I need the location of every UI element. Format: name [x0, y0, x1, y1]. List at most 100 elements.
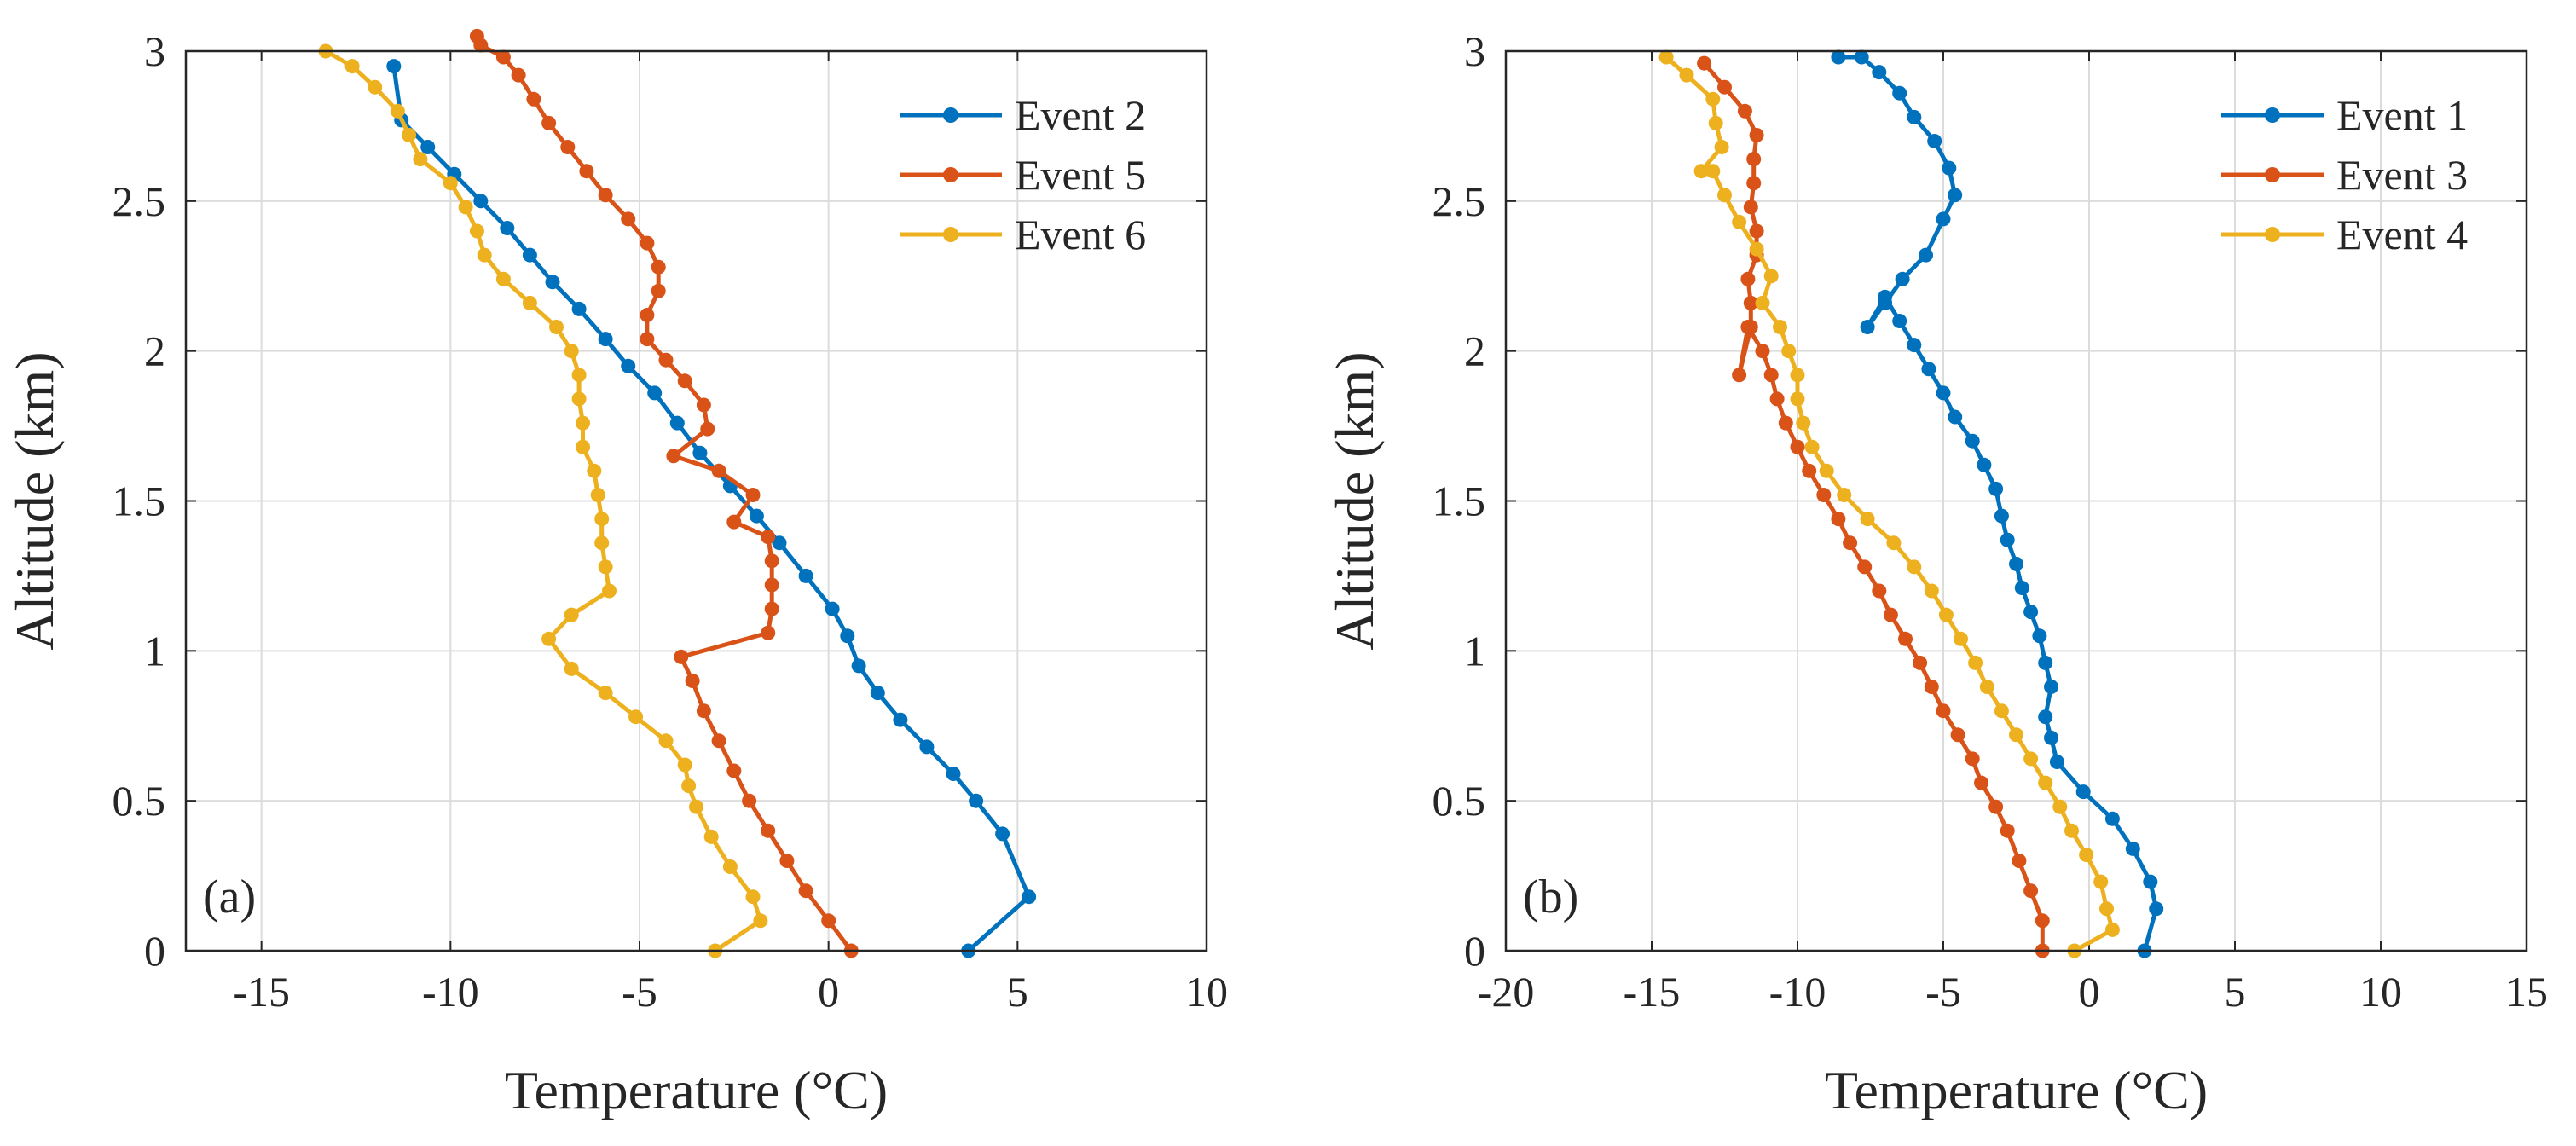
- data-point: [1746, 152, 1762, 167]
- data-point: [677, 757, 692, 773]
- data-point: [473, 194, 489, 209]
- data-point: [2038, 775, 2053, 790]
- data-point: [469, 223, 484, 239]
- panel-label: (b): [1523, 871, 1578, 923]
- y-tick-label: 0: [1464, 927, 1485, 975]
- data-point: [640, 332, 655, 347]
- x-tick-label: -10: [1769, 968, 1826, 1016]
- data-point: [1938, 607, 1954, 622]
- x-tick-label: 5: [1007, 968, 1028, 1016]
- data-point: [1737, 103, 1752, 119]
- data-point: [587, 463, 602, 478]
- data-point: [1790, 439, 1805, 454]
- data-point: [2149, 901, 2164, 917]
- data-point: [761, 823, 776, 838]
- data-point: [772, 535, 787, 551]
- data-point: [571, 301, 587, 316]
- data-point: [969, 793, 984, 808]
- data-point: [2075, 784, 2091, 800]
- legend-label: Event 5: [1015, 151, 1146, 199]
- data-point: [1022, 889, 1037, 905]
- data-point: [386, 59, 402, 74]
- data-point: [1913, 655, 1928, 670]
- data-point: [420, 140, 436, 154]
- data-point: [2052, 799, 2068, 814]
- data-point: [764, 577, 779, 593]
- data-point: [2023, 883, 2039, 899]
- data-point: [1717, 188, 1732, 203]
- data-point: [402, 128, 417, 142]
- data-point: [2014, 581, 2029, 595]
- series-event-5: [469, 28, 859, 958]
- legend-marker: [943, 167, 958, 182]
- data-point: [1749, 223, 1764, 239]
- data-point: [2143, 874, 2158, 889]
- data-point: [2009, 727, 2023, 743]
- data-point: [1886, 535, 1902, 551]
- y-tick-label: 1: [144, 627, 165, 674]
- data-point: [413, 152, 428, 167]
- data-point: [1907, 338, 1922, 353]
- data-point: [1948, 188, 1963, 203]
- data-point: [1924, 583, 1939, 599]
- data-point: [1994, 703, 2009, 719]
- data-point: [1936, 703, 1951, 719]
- chart-panel-2: -20 -15 -10 -5 0 5 10 15 0 0.5 1 1.5 2 2.5 3 Temperatur…: [1324, 27, 2548, 1120]
- x-tick-label: -15: [233, 968, 290, 1016]
- data-point: [2099, 901, 2114, 917]
- data-point: [681, 778, 697, 794]
- data-point: [1843, 535, 1858, 551]
- data-point: [711, 733, 726, 749]
- data-point: [560, 140, 576, 154]
- data-point: [1658, 49, 1674, 65]
- data-point: [1977, 457, 1992, 472]
- legend-label: Event 3: [2336, 151, 2468, 199]
- data-point: [821, 913, 836, 929]
- data-point: [1974, 775, 1988, 790]
- data-point: [458, 200, 473, 215]
- data-point: [1714, 140, 1729, 154]
- data-point: [1968, 655, 1983, 670]
- data-point: [1679, 67, 1694, 83]
- x-tick-label: 0: [2079, 968, 2100, 1016]
- legend-marker: [2265, 107, 2280, 123]
- axes-box: [1504, 49, 2528, 952]
- data-point: [1942, 160, 1957, 176]
- data-point: [1883, 607, 1898, 622]
- data-point: [1924, 680, 1939, 694]
- data-point: [726, 763, 742, 778]
- y-tick-label: 0.5: [1433, 777, 1486, 825]
- data-point: [1831, 512, 1846, 527]
- data-point: [1988, 799, 2004, 814]
- y-tick-label: 0: [144, 927, 165, 975]
- data-point: [893, 712, 908, 727]
- data-point: [1705, 91, 1721, 107]
- x-tick-label: 0: [818, 968, 839, 1016]
- panel-label: (a): [203, 871, 256, 923]
- legend-marker: [943, 227, 958, 242]
- data-point: [764, 553, 779, 569]
- data-point: [1732, 214, 1747, 229]
- data-point: [1994, 508, 2009, 524]
- data-point: [764, 601, 779, 616]
- data-point: [2049, 755, 2064, 769]
- data-point: [590, 488, 605, 502]
- chart-panel-1: -15 -10 -5 0 5 10 0 0.5 1 1.5 2 2.5 3 Temperature (°C…: [4, 27, 1228, 1120]
- data-point: [640, 308, 655, 322]
- data-point: [825, 601, 840, 616]
- data-point: [1749, 128, 1764, 142]
- data-point: [761, 530, 776, 545]
- data-point: [2023, 605, 2039, 620]
- data-point: [594, 512, 610, 527]
- data-point: [522, 295, 537, 310]
- data-point: [1705, 164, 1721, 179]
- data-point: [2035, 913, 2050, 929]
- data-point: [579, 164, 594, 179]
- data-point: [1781, 344, 1797, 359]
- y-axis-title: Altitude (km): [1324, 351, 1385, 650]
- data-point: [749, 508, 764, 524]
- data-point: [598, 559, 613, 575]
- data-point: [798, 883, 813, 899]
- data-point: [598, 686, 613, 701]
- data-point: [1749, 241, 1764, 257]
